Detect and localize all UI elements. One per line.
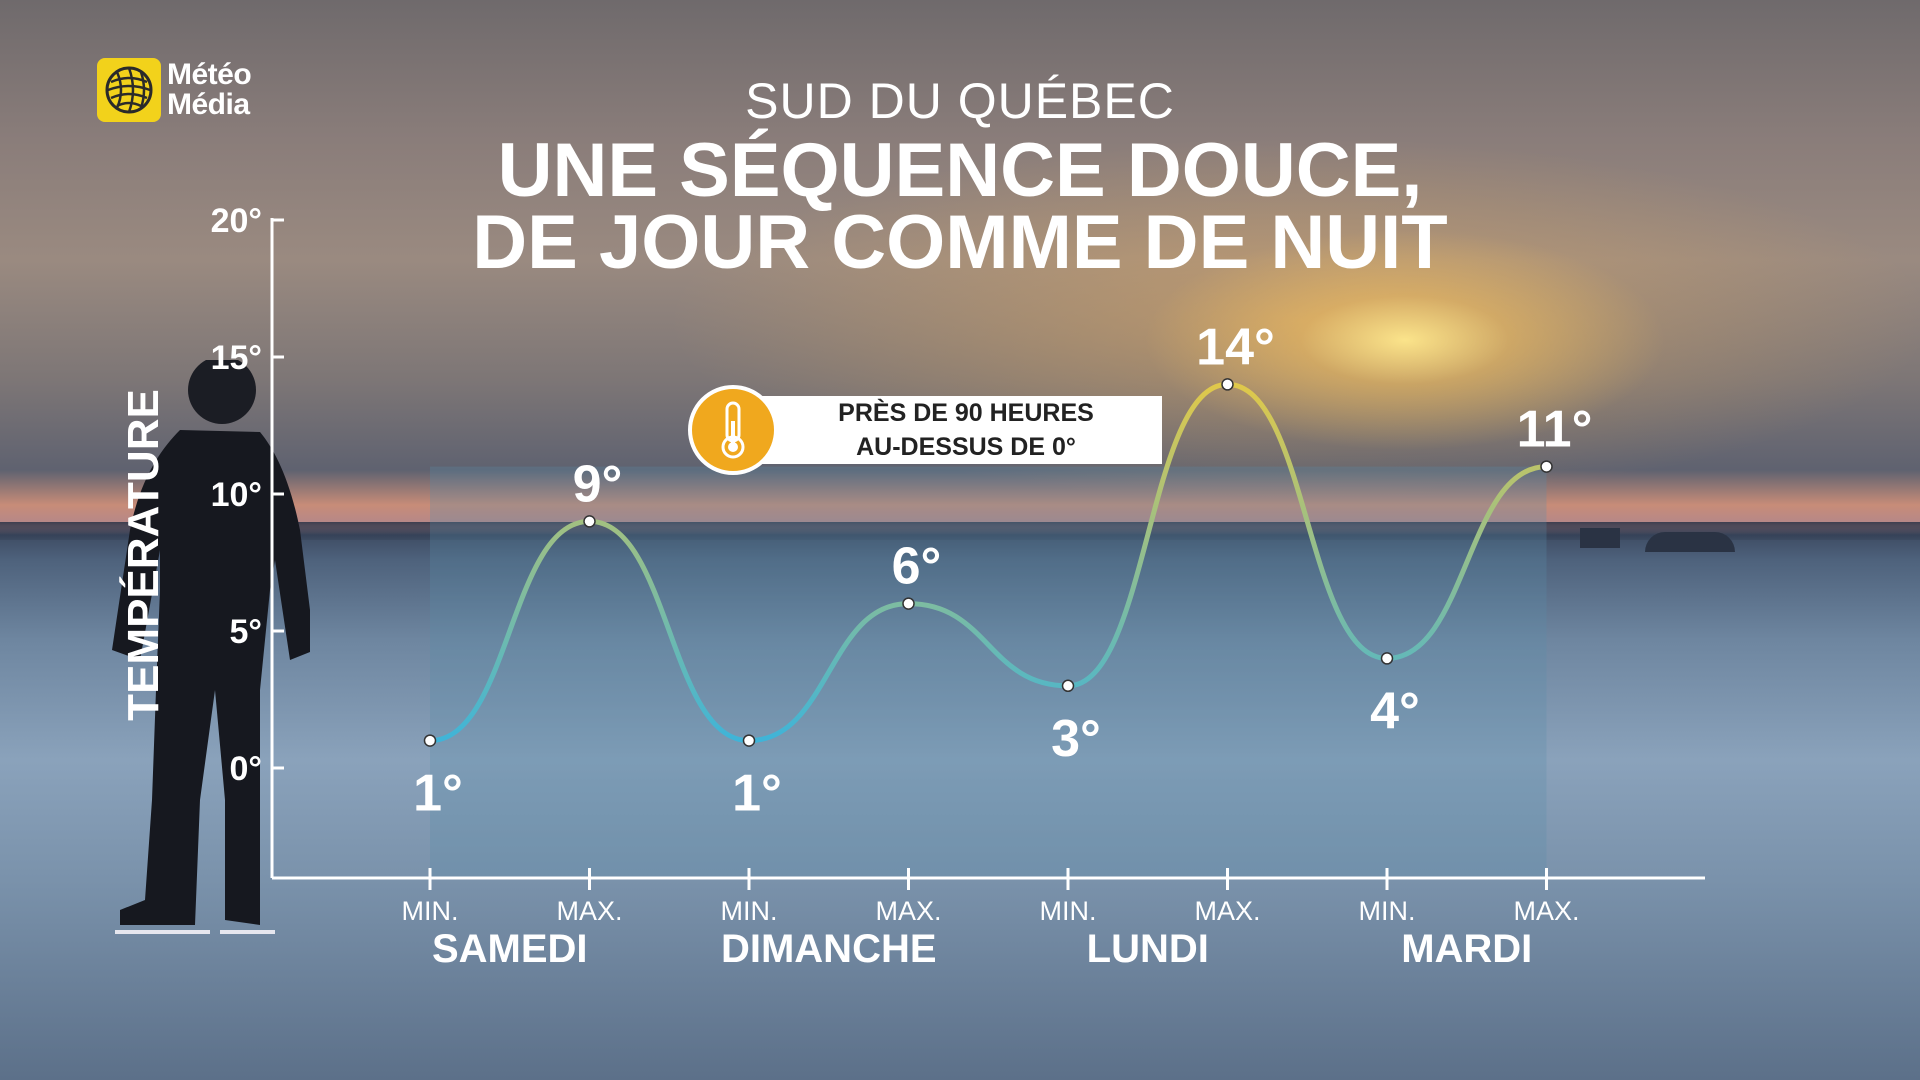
heat-hours-callout: PRÈS DE 90 HEURES AU-DESSUS DE 0° [688,385,1162,475]
logo-line2: Média [167,88,250,121]
horizon-line [0,522,1920,540]
data-label: 3° [1051,710,1101,768]
x-tick-label: MIN. [721,896,778,926]
data-point [1380,652,1394,665]
data-label: 14° [1196,318,1275,376]
callout-text: PRÈS DE 90 HEURES AU-DESSUS DE 0° [760,396,1162,464]
data-point [1061,679,1075,693]
title-line2: DE JOUR COMME DE NUIT [472,200,1448,285]
x-tick-label: MIN. [1359,896,1416,926]
data-label: 1° [732,765,782,823]
data-point [742,734,756,747]
data-point [583,515,596,528]
x-tick-label: MIN. [402,896,459,926]
data-label: 6° [892,538,942,596]
day-label: DIMANCHE [721,927,937,971]
y-tick-label: 15° [211,339,262,377]
y-tick-label: 20° [211,202,262,240]
x-tick-label: MAX. [556,896,622,926]
day-label: SAMEDI [432,927,588,971]
skater-silhouette [112,360,310,934]
logo-line1: Météo [167,58,252,91]
x-tick-label: MAX. [1513,896,1579,926]
region-subtitle: SUD DU QUÉBEC [745,73,1175,129]
data-label: 11° [1517,401,1593,459]
island-silhouette [1580,528,1620,548]
page-title: UNE SÉQUENCE DOUCE, DE JOUR COMME DE NUI… [0,128,1920,285]
title-line1: UNE SÉQUENCE DOUCE, [497,128,1423,213]
y-tick-label: 10° [211,476,262,514]
data-point [423,734,437,747]
thermometer-icon [688,385,778,475]
data-label: 4° [1370,682,1420,740]
temperature-line [429,381,1547,744]
y-tick-label: 0° [229,750,262,788]
x-tick-label: MAX. [875,896,941,926]
globe-icon [97,58,161,122]
callout-line1: PRÈS DE 90 HEURES [838,399,1094,427]
day-label: LUNDI [1087,927,1209,971]
data-label: 9° [573,455,623,513]
data-point [1221,378,1234,391]
y-axis-title: TEMPÉRATURE [118,389,168,721]
data-point [902,597,915,610]
logo-wordmark: Météo Média [167,58,252,121]
data-label: 1° [413,765,463,823]
y-tick-label: 5° [229,613,262,651]
x-tick-label: MAX. [1194,896,1260,926]
data-point [1540,460,1553,473]
day-label: MARDI [1401,927,1532,971]
x-tick-label: MIN. [1040,896,1097,926]
callout-line2: AU-DESSUS DE 0° [856,433,1076,461]
island-silhouette [1645,532,1735,552]
meteomedia-logo: Météo Média [97,58,252,122]
plot-area-shade [430,466,1547,878]
